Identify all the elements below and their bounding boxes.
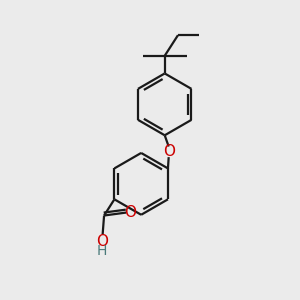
- Text: H: H: [97, 244, 107, 258]
- Text: O: O: [96, 234, 108, 249]
- Text: O: O: [163, 144, 175, 159]
- Text: O: O: [124, 205, 136, 220]
